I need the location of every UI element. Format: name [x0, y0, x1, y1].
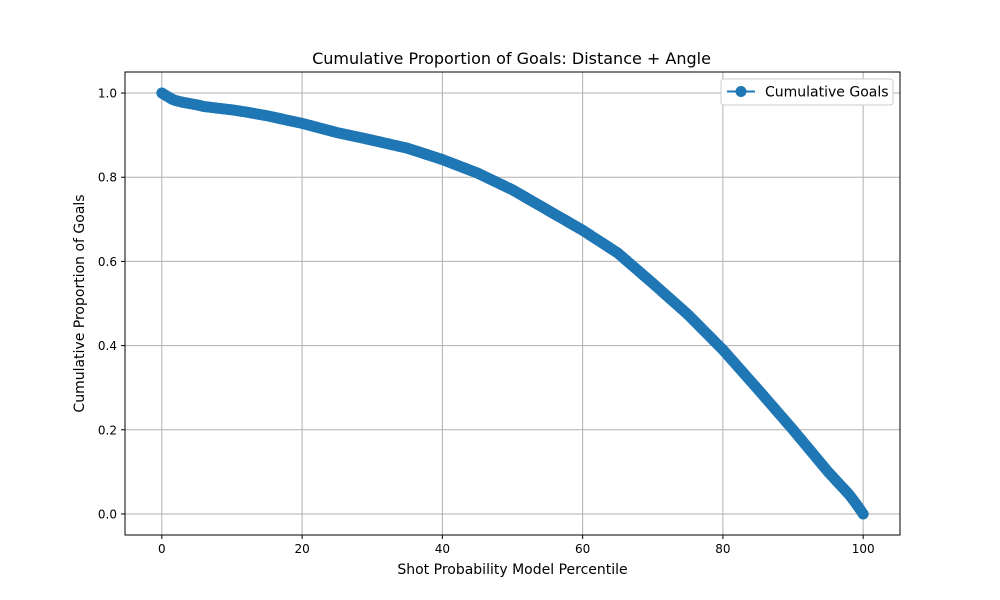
x-tick-label: 20	[294, 542, 309, 556]
y-tick-label: 0.4	[98, 339, 117, 353]
legend: Cumulative Goals	[720, 78, 894, 106]
y-tick-label: 0.0	[98, 507, 117, 521]
axis-ticks: 0 20 40 60 80 100 0.0 0.2 0.4 0.6 0.8 1.0	[98, 87, 875, 556]
legend-label: Cumulative Goals	[765, 85, 889, 101]
legend-box	[720, 78, 894, 106]
x-tick-label: 0	[158, 542, 166, 556]
y-tick-label: 0.8	[98, 171, 117, 185]
legend-marker-swatch	[735, 86, 747, 97]
y-axis-label: Cumulative Proportion of Goals	[72, 194, 88, 412]
plot-area-frame	[124, 71, 901, 536]
x-tick-label: 80	[715, 542, 730, 556]
x-tick-label: 100	[852, 542, 875, 556]
x-tick-label: 60	[575, 542, 590, 556]
data-point	[857, 508, 869, 520]
y-tick-label: 1.0	[98, 87, 117, 101]
x-tick-label: 40	[435, 542, 450, 556]
x-axis-label: Shot Probability Model Percentile	[397, 562, 627, 578]
series-layer	[156, 87, 869, 520]
grid-lines	[125, 72, 900, 535]
y-tick-label: 0.6	[98, 255, 117, 269]
y-tick-label: 0.2	[98, 423, 117, 437]
chart-title: Cumulative Proportion of Goals: Distance…	[312, 49, 711, 68]
